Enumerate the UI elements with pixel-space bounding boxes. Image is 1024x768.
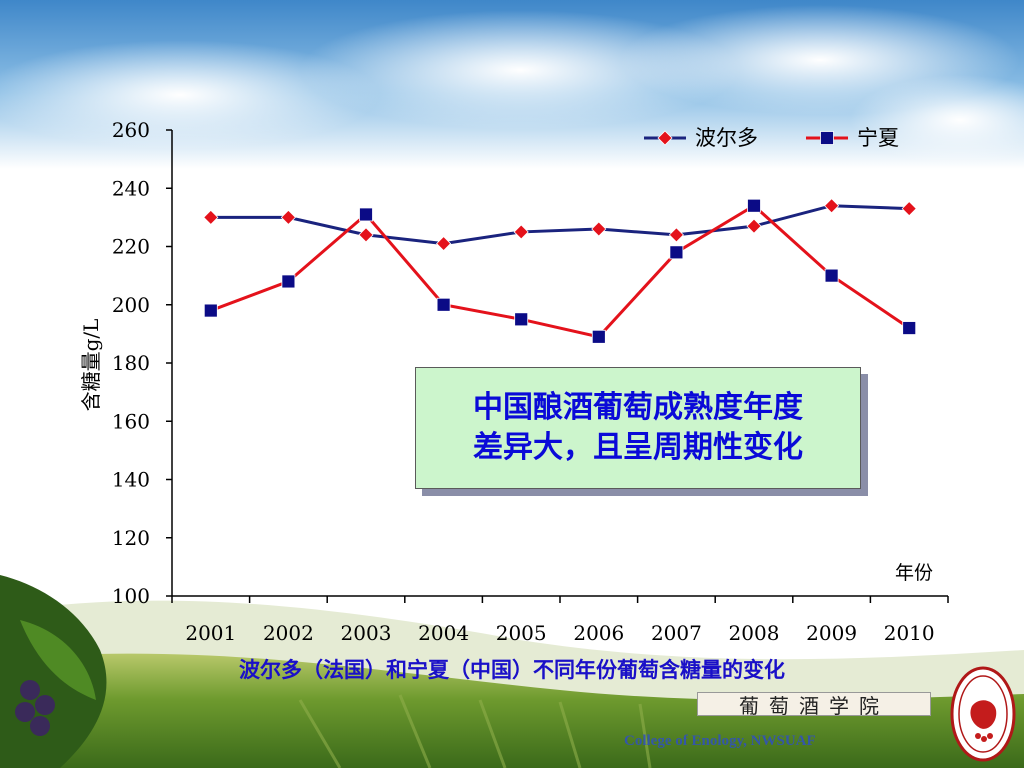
series-line [210,204,910,246]
series-line [210,203,911,339]
x-tick-label: 2001 [185,621,236,645]
x-tick-label: 2004 [418,621,469,645]
data-point [901,201,917,217]
data-point [203,303,218,318]
y-axis-label: 含糖量g/L [79,319,103,412]
data-point [824,268,839,283]
legend-marker [657,130,673,146]
data-point [203,209,219,225]
x-tick-label: 2007 [651,621,702,645]
data-point [824,198,840,214]
callout-line-1: 中国酿酒葡萄成熟度年度 [473,390,803,425]
college-logo-banner: 葡萄酒学院 [697,692,931,718]
series-2 [203,198,917,344]
data-point [668,227,684,243]
data-point [436,297,451,312]
y-tick-labels: 100 120 140 160 180 200 220 240 260 [112,118,172,608]
x-tick-label: 2002 [263,621,314,645]
y-tick-label: 120 [112,526,150,550]
legend-label: 波尔多 [695,126,758,150]
x-tick-label: 2008 [729,621,780,645]
data-point [280,209,296,225]
x-tick-label: 2003 [341,621,392,645]
series-layer [203,198,917,344]
data-point [591,221,607,237]
data-point [436,236,452,252]
y-tick-label: 100 [112,584,150,608]
data-point [281,274,296,289]
data-point [669,245,684,260]
y-tick-label: 160 [112,409,150,433]
callout-line-2: 差异大，且呈周期性变化 [473,430,803,465]
annotation-callout: 中国酿酒葡萄成熟度年度 差异大，且呈周期性变化 [415,367,861,489]
data-point [591,329,606,344]
y-tick-label: 140 [112,468,150,492]
y-tick-label: 220 [112,235,150,259]
x-tick-label: 2009 [806,621,857,645]
x-tick-labels: 2001 2002 2003 2004 2005 2006 2007 2008 2009 2010 [171,596,949,645]
y-tick-label: 260 [112,118,150,142]
y-tick-label: 240 [112,176,150,200]
data-point [747,198,761,213]
x-tick-label: 2010 [884,621,935,645]
x-tick-label: 2006 [573,621,624,645]
data-point [359,207,373,222]
series-1 [203,198,917,252]
legend: 波尔多 宁夏 [644,126,899,150]
college-name-text: College of Enology, NWSUAF [624,733,816,749]
data-point [513,224,529,240]
legend-label: 宁夏 [857,126,899,150]
y-tick-label: 200 [112,293,150,317]
college-seal-logo [950,666,1016,762]
y-tick-label: 180 [112,351,150,375]
data-point [902,321,917,335]
data-point [358,227,374,243]
data-point [514,312,529,327]
data-point [746,218,762,234]
chart-caption: 波尔多（法国）和宁夏（中国）不同年份葡萄含糖量的变化 [239,658,785,682]
x-axis-label: 年份 [895,562,933,584]
x-tick-label: 2005 [496,621,547,645]
legend-marker [820,131,834,145]
